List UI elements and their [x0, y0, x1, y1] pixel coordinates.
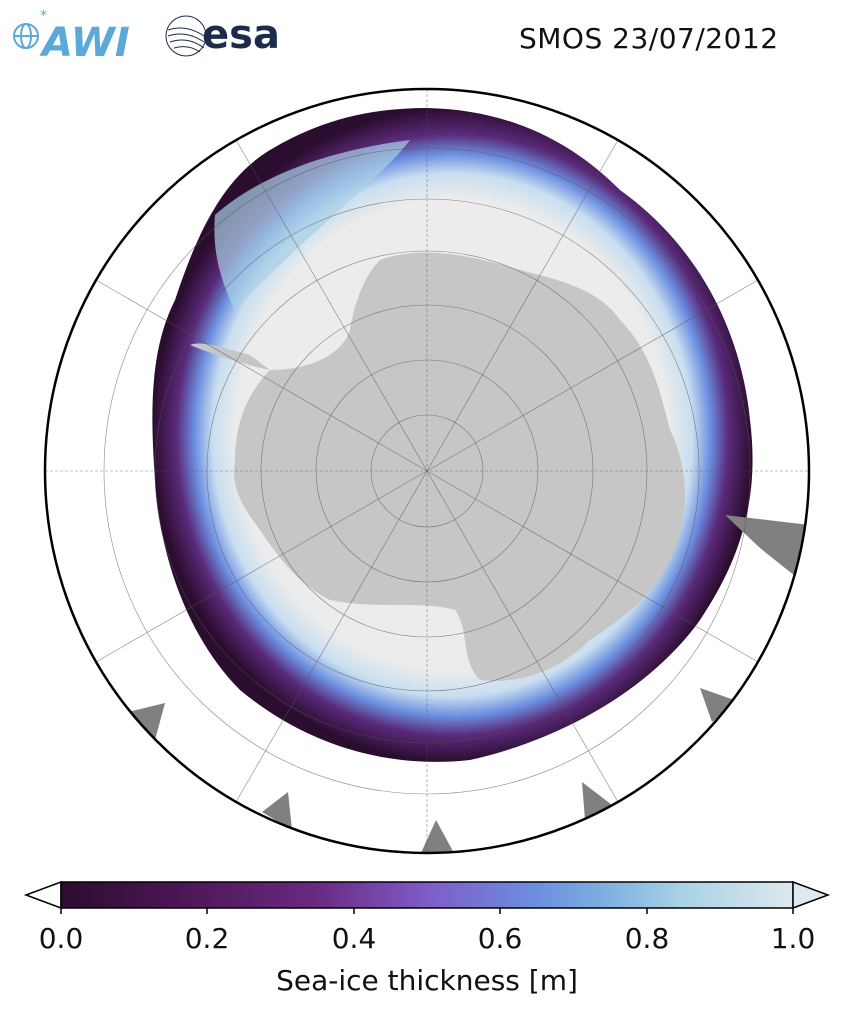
- colorbar-tick-label: 0.8: [624, 922, 670, 955]
- esa-logo-text: esa: [202, 12, 280, 58]
- colorbar-label: Sea-ice thickness [m]: [276, 964, 578, 997]
- map-boundary: [43, 87, 811, 855]
- awi-logo-text: AWI: [39, 20, 130, 62]
- colorbar-tick-label: 0.4: [331, 922, 377, 955]
- colorbar-gradient: [60, 881, 794, 909]
- colorbar-tick-label: 0.2: [184, 922, 230, 955]
- esa-swirl-icon: [165, 15, 207, 57]
- antarctic-peninsula: [190, 343, 270, 370]
- land-gray-east: [725, 515, 809, 580]
- weddell-thick-ice: [214, 140, 410, 310]
- colorbar: [23, 880, 831, 914]
- land-gray-s1: [262, 792, 292, 830]
- land-gray-s3: [582, 782, 612, 820]
- land-gray-se: [700, 688, 740, 722]
- colorbar-ticks: [60, 908, 794, 914]
- land-gray-sw: [128, 703, 165, 740]
- colorbar-tick-label: 0.0: [38, 922, 84, 955]
- polar-map: [43, 87, 811, 855]
- map-title: SMOS 23/07/2012: [519, 22, 779, 55]
- colorbar-extend-min: [23, 880, 62, 910]
- land-gray-s2: [420, 820, 455, 853]
- colorbar-tick-label: 1.0: [770, 922, 816, 955]
- esa-logo: esa: [165, 12, 280, 58]
- antarctica-land: [234, 252, 686, 681]
- colorbar-tick-label: 0.6: [477, 922, 523, 955]
- svg-text:*: *: [40, 8, 47, 24]
- graticule: [45, 89, 809, 853]
- awi-logo: * AWI: [13, 8, 130, 62]
- colorbar-extend-max: [792, 880, 831, 910]
